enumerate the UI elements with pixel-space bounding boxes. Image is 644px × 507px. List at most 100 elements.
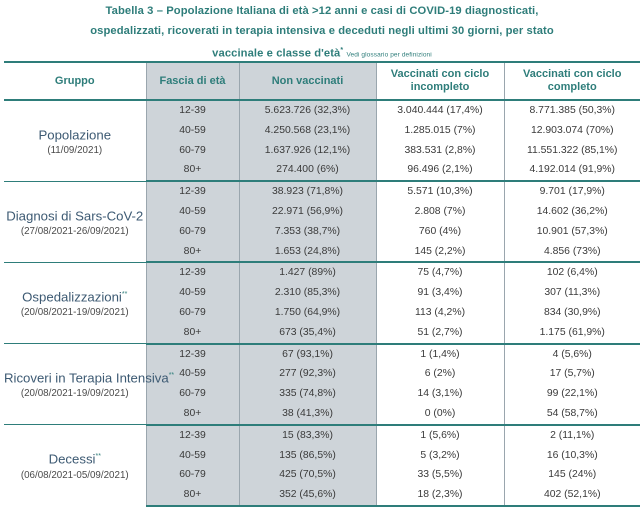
table-row: 40-59 22.971 (56,9%) 2.808 (7%) 14.602 (36,… [4, 201, 640, 222]
non-vaccinati-cell: 135 (86,5%) [238, 445, 376, 466]
age-cell: 12-39 [145, 261, 239, 284]
table-row: 60-79 1.750 (64,9%) 113 (4,2%) 834 (30,9%) [4, 302, 640, 323]
table-row: Popolazione (11/09/2021) 12-39 5.623.726 (3… [4, 99, 640, 182]
table-row: 60-79 425 (70,5%) 33 (5,5%) 145 (24%) [4, 465, 640, 486]
ciclo-completo-cell: 4.192.014 (91,9%) [503, 160, 640, 183]
age-cell: 60-79 [145, 221, 239, 242]
ciclo-incompleto-cell: 0 (0%) [375, 403, 504, 426]
ciclo-incompleto-cell: 1.285.015 (7%) [375, 120, 504, 141]
table-row: Ricoveri in Terapia Intensiva** (20/08/20… [4, 343, 640, 425]
table-row: 60-79 1.637.926 (12,1%) 383.531 (2,8%) 11.5… [4, 140, 640, 161]
ciclo-incompleto-cell: 1 (5,6%) [375, 424, 504, 446]
non-vaccinati-cell: 277 (92,3%) [238, 364, 376, 385]
table-row: 80+ 673 (35,4%) 51 (2,7%) 1.175 (61,9%) [4, 322, 640, 345]
non-vaccinati-cell: 4.250.568 (23,1%) [238, 120, 376, 141]
table-row: 60-79 7.353 (38,7%) 760 (4%) 10.901 (57,3%) [4, 221, 640, 242]
age-cell: 12-39 [145, 99, 239, 121]
non-vaccinati-cell: 38.923 (71,8%) [238, 180, 376, 202]
group-footnote-mark: ** [168, 371, 175, 379]
header-non-vaccinati: Non vaccinati [238, 61, 376, 101]
ciclo-completo-cell: 2 (11,1%) [503, 424, 640, 446]
ciclo-incompleto-cell: 113 (4,2%) [375, 302, 504, 323]
ciclo-completo-cell: 1.175 (61,9%) [503, 322, 640, 345]
age-cell: 60-79 [145, 140, 239, 161]
title-line-3: vaccinale e classe d'età* Vedi glossario… [0, 41, 644, 65]
age-cell: 80+ [145, 160, 239, 183]
non-vaccinati-cell: 22.971 (56,9%) [238, 201, 376, 222]
age-cell: 80+ [145, 403, 239, 426]
group-date: (06/08/2021-05/09/2021) [20, 469, 129, 481]
group-name-text: Ospedalizzazioni [22, 289, 122, 305]
group-name: Ospedalizzazioni** [4, 286, 146, 306]
ciclo-incompleto-cell: 91 (3,4%) [375, 283, 504, 303]
title-footnote-mark: * [340, 47, 344, 54]
ciclo-completo-cell: 14.602 (36,2%) [503, 201, 640, 222]
table-row: 80+ 352 (45,6%) 18 (2,3%) 402 (52,1%) [4, 485, 640, 507]
ciclo-completo-cell: 307 (11,3%) [503, 283, 640, 303]
ciclo-incompleto-cell: 2.808 (7%) [375, 201, 504, 222]
group-cell: Popolazione (11/09/2021) [4, 99, 146, 182]
non-vaccinati-cell: 67 (93,1%) [238, 343, 376, 365]
group-cell: Decessi** (06/08/2021-05/09/2021) [4, 424, 146, 506]
age-cell: 80+ [145, 241, 239, 264]
ciclo-incompleto-cell: 5.571 (10,3%) [375, 180, 504, 202]
ciclo-completo-cell: 10.901 (57,3%) [503, 221, 640, 242]
table-row: 80+ 274.400 (6%) 96.496 (2,1%) 4.192.014 (9… [4, 160, 640, 183]
ciclo-incompleto-cell: 383.531 (2,8%) [375, 140, 504, 161]
ciclo-incompleto-cell: 3.040.444 (17,4%) [375, 99, 504, 121]
non-vaccinati-cell: 1.637.926 (12,1%) [238, 140, 376, 161]
glossary-note: Vedi glossario per definizioni [346, 51, 432, 59]
table-row: 80+ 38 (41,3%) 0 (0%) 54 (58,7%) [4, 403, 640, 426]
ciclo-completo-cell: 834 (30,9%) [503, 302, 640, 323]
non-vaccinati-cell: 1.653 (24,8%) [238, 241, 376, 264]
non-vaccinati-cell: 274.400 (6%) [238, 160, 376, 183]
ciclo-completo-cell: 16 (10,3%) [503, 445, 640, 466]
table-row: 80+ 1.653 (24,8%) 145 (2,2%) 4.856 (73%) [4, 241, 640, 264]
table-title: Tabella 3 – Popolazione Italiana di età … [0, 2, 644, 60]
ciclo-completo-cell: 8.771.385 (50,3%) [503, 99, 640, 121]
group-name: Decessi** [4, 448, 146, 468]
header-row: Gruppo Fascia di età Non vaccinati Vacci… [4, 61, 640, 101]
table-row: 40-59 2.310 (85,3%) 91 (3,4%) 307 (11,3%) [4, 283, 640, 303]
age-cell: 60-79 [145, 302, 239, 323]
table-row: Ospedalizzazioni** (20/08/2021-19/09/2021… [4, 261, 640, 344]
group-name-text: Decessi [48, 451, 96, 467]
age-cell: 12-39 [145, 180, 239, 202]
ciclo-incompleto-cell: 145 (2,2%) [375, 241, 504, 264]
ciclo-incompleto-cell: 6 (2%) [375, 364, 504, 385]
group-date: (20/08/2021-19/09/2021) [20, 307, 129, 319]
age-cell: 60-79 [145, 384, 239, 404]
non-vaccinati-cell: 7.353 (38,7%) [238, 221, 376, 242]
ciclo-completo-cell: 4.856 (73%) [503, 241, 640, 264]
ciclo-incompleto-cell: 51 (2,7%) [375, 322, 504, 345]
age-cell: 12-39 [145, 343, 239, 365]
ciclo-completo-cell: 11.551.322 (85,1%) [503, 140, 640, 161]
group-cell: Ospedalizzazioni** (20/08/2021-19/09/2021… [4, 261, 146, 344]
ciclo-incompleto-cell: 760 (4%) [375, 221, 504, 242]
group-name: Diagnosi di Sars-CoV-2 [4, 205, 146, 225]
ciclo-completo-cell: 99 (22,1%) [503, 384, 640, 404]
header-ciclo-incompleto: Vaccinati con ciclo incompleto [375, 61, 504, 101]
group-date: (11/09/2021) [47, 145, 103, 157]
group-date: (27/08/2021-26/09/2021) [20, 225, 129, 237]
age-cell: 12-39 [145, 424, 239, 446]
ciclo-completo-cell: 12.903.074 (70%) [503, 120, 640, 141]
table-row: 40-59 277 (92,3%) 6 (2%) 17 (5,7%) [4, 364, 640, 385]
table-row: Diagnosi di Sars-CoV-2 (27/08/2021-26/09/… [4, 180, 640, 263]
age-cell: 40-59 [145, 283, 239, 303]
header-gruppo: Gruppo [4, 61, 146, 101]
header-fascia-eta: Fascia di età [145, 61, 239, 101]
age-cell: 40-59 [145, 445, 239, 466]
group-date: (20/08/2021-19/09/2021) [20, 388, 129, 400]
table-body: Popolazione (11/09/2021) 12-39 5.623.726 (3… [4, 99, 640, 507]
ciclo-completo-cell: 102 (6,4%) [503, 261, 640, 284]
ciclo-incompleto-cell: 14 (3,1%) [375, 384, 504, 404]
non-vaccinati-cell: 15 (83,3%) [238, 424, 376, 446]
table-row: 40-59 135 (86,5%) 5 (3,2%) 16 (10,3%) [4, 445, 640, 466]
age-cell: 80+ [145, 485, 239, 507]
table-row: 40-59 4.250.568 (23,1%) 1.285.015 (7%) 12.9… [4, 120, 640, 141]
table-row: Decessi** (06/08/2021-05/09/2021) 12-39 15 … [4, 424, 640, 506]
group-footnote-mark: ** [95, 453, 101, 461]
non-vaccinati-cell: 1.427 (89%) [238, 261, 376, 284]
group-footnote-mark: ** [121, 290, 128, 298]
